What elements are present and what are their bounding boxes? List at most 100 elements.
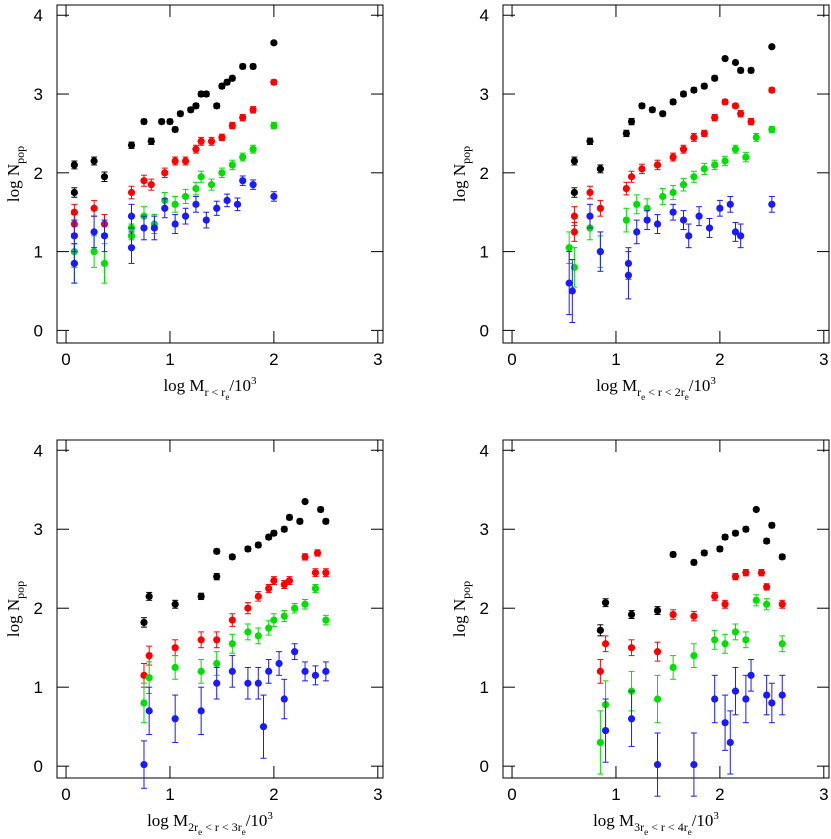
point (570, 212, 578, 220)
point (181, 157, 190, 165)
point (265, 667, 273, 675)
label-part: e (685, 392, 689, 402)
point (301, 600, 309, 608)
point (700, 129, 708, 138)
point (742, 569, 750, 577)
point (239, 177, 247, 185)
point (127, 188, 136, 197)
point (622, 129, 630, 138)
point (181, 212, 190, 220)
point (596, 165, 604, 173)
point (690, 558, 698, 567)
point (627, 644, 636, 652)
point (731, 145, 740, 153)
point (711, 592, 719, 600)
point (197, 707, 205, 715)
label-part: /10 (692, 811, 714, 830)
point (197, 667, 205, 675)
y-tick-label: 4 (34, 441, 43, 460)
point (275, 659, 283, 668)
point (731, 102, 740, 110)
y-tick-label: 1 (480, 243, 489, 262)
x-tick-label: 0 (507, 785, 516, 804)
label-part: log N (4, 164, 23, 202)
point (70, 259, 78, 268)
point (627, 173, 636, 181)
point (127, 244, 136, 252)
point (176, 110, 184, 118)
point (228, 640, 236, 648)
point (768, 200, 776, 208)
point (322, 616, 330, 624)
x-tick-label: 3 (819, 785, 828, 804)
point (596, 738, 604, 747)
point (285, 576, 294, 585)
point (296, 517, 304, 525)
point (721, 54, 729, 63)
point (731, 228, 740, 236)
point (213, 547, 221, 555)
point (171, 220, 179, 228)
point (127, 141, 136, 149)
point (638, 165, 646, 173)
point (158, 118, 166, 126)
point (171, 715, 179, 723)
point (565, 244, 573, 252)
point (711, 695, 719, 703)
axis-label: log M3re < r < 4re/103 (593, 810, 719, 837)
point (301, 553, 309, 561)
label-part: 3 (713, 810, 719, 822)
point (291, 648, 299, 656)
label-part: 3 (267, 810, 273, 822)
y-tick-label: 0 (34, 757, 43, 776)
point (244, 604, 252, 612)
y-tick-label: 3 (480, 520, 489, 539)
point (265, 584, 273, 593)
point (653, 220, 662, 228)
label-part: /10 (246, 811, 268, 830)
point (721, 157, 729, 165)
point (171, 157, 179, 165)
point (721, 600, 729, 608)
point (213, 204, 221, 212)
point (254, 592, 262, 600)
point (747, 671, 755, 679)
point (70, 161, 78, 169)
label-part: e (688, 827, 692, 837)
point (322, 569, 330, 577)
point (228, 74, 236, 82)
point (679, 145, 688, 153)
point (161, 169, 169, 177)
point (653, 695, 662, 703)
point (228, 667, 236, 675)
x-tick-label: 0 (61, 350, 70, 369)
point (254, 679, 262, 687)
point (270, 192, 278, 201)
point (187, 106, 195, 114)
point (140, 760, 148, 769)
point (586, 188, 594, 197)
point (313, 549, 322, 557)
point (147, 181, 155, 189)
point (166, 118, 174, 126)
point (207, 181, 216, 189)
point (669, 153, 677, 161)
point (207, 137, 216, 145)
point (601, 640, 610, 648)
point (270, 616, 278, 624)
y-tick-label: 3 (34, 520, 43, 539)
point (228, 616, 236, 624)
point (197, 592, 205, 600)
point (700, 82, 708, 90)
x-tick-label: 0 (507, 350, 516, 369)
point (311, 569, 320, 577)
point (747, 66, 755, 74)
point (270, 78, 278, 86)
point (197, 137, 205, 145)
point (700, 549, 708, 557)
point (653, 648, 662, 656)
point (322, 517, 330, 525)
point (596, 248, 604, 256)
